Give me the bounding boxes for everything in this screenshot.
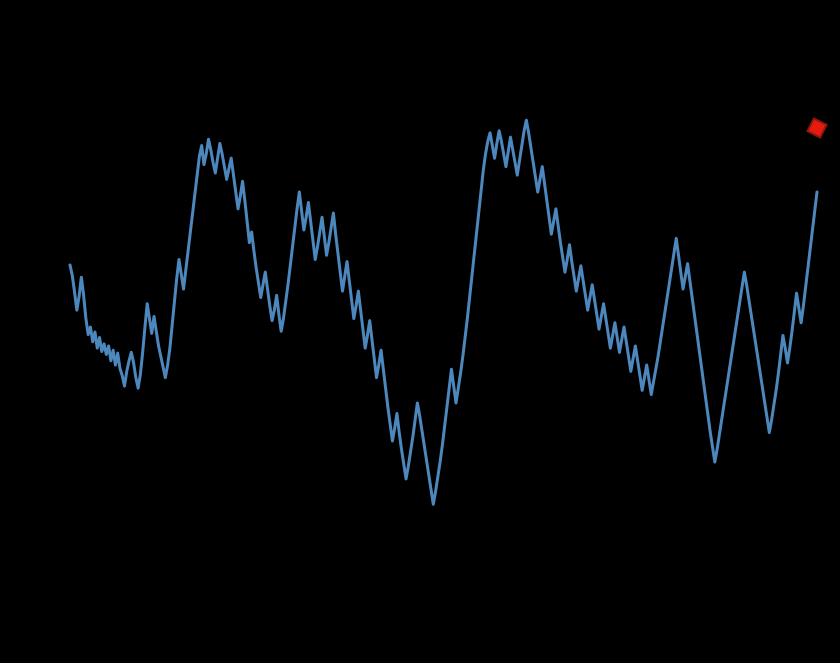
series-group: [68, 118, 819, 506]
endpoint-diamond-marker: [806, 117, 828, 139]
series-line-1: [68, 118, 819, 506]
marker-group: [806, 117, 828, 139]
